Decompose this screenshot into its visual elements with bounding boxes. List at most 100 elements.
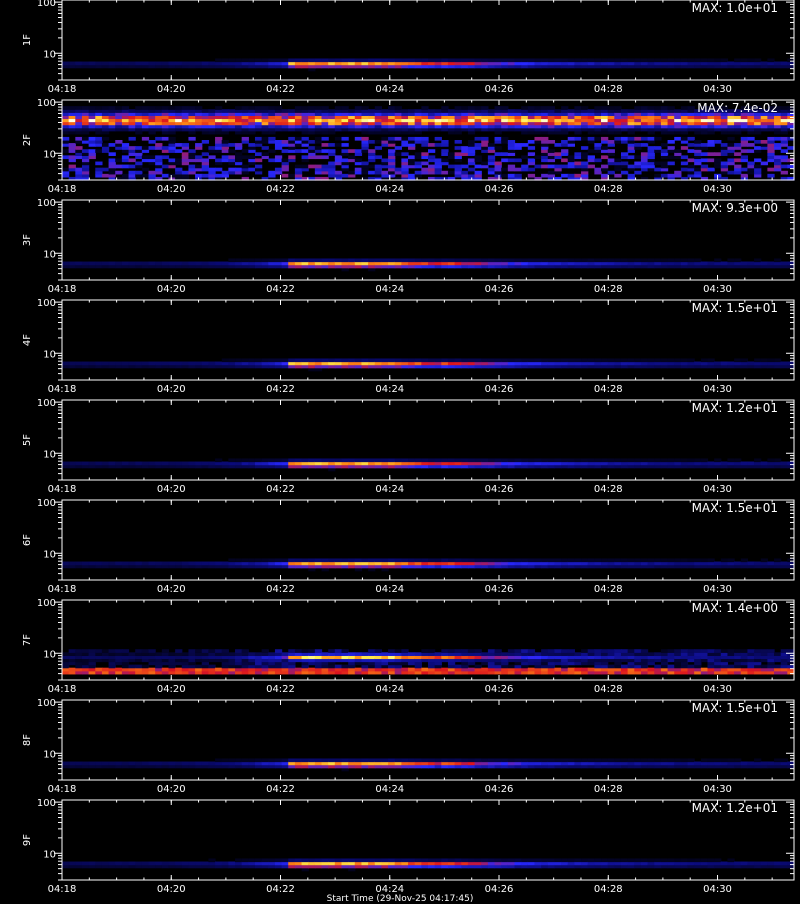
x-axis-label: Start Time (29-Nov-25 04:17:45) [0, 894, 800, 904]
x-tick-label: 04:30 [703, 284, 732, 295]
panel-label: 8F [22, 734, 33, 746]
y-tick-label: 100 [37, 598, 56, 609]
x-tick-label: 04:24 [375, 584, 404, 595]
x-tick-label: 04:26 [485, 384, 514, 395]
panel-label: 6F [22, 534, 33, 546]
x-tick-label: 04:26 [485, 584, 514, 595]
y-tick-label: 10 [43, 49, 56, 60]
x-tick-label: 04:28 [594, 784, 623, 795]
panel-label: 4F [22, 334, 33, 346]
panel-4F: 04:18 04:20 04:22 04:24 04:26 04:28 04:30 10 100… [22, 298, 795, 395]
x-tick-label: 04:18 [48, 84, 77, 95]
y-tick-label: 100 [37, 298, 56, 309]
x-tick-label: 04:22 [266, 184, 295, 195]
y-tick-label: 100 [37, 498, 56, 509]
max-label: MAX: 1.2e+01 [692, 401, 778, 415]
x-tick-label: 04:24 [375, 684, 404, 695]
x-tick-label: 04:28 [594, 484, 623, 495]
x-tick-label: 04:26 [485, 784, 514, 795]
x-tick-label: 04:18 [48, 284, 77, 295]
x-tick-label: 04:28 [594, 84, 623, 95]
max-label: MAX: 1.5e+01 [692, 701, 778, 715]
x-tick-label: 04:28 [594, 584, 623, 595]
x-tick-label: 04:20 [157, 284, 186, 295]
x-tick-label: 04:20 [157, 684, 186, 695]
x-tick-label: 04:18 [48, 384, 77, 395]
x-tick-label: 04:28 [594, 384, 623, 395]
max-label: MAX: 1.5e+01 [692, 301, 778, 315]
x-tick-label: 04:30 [703, 184, 732, 195]
x-tick-label: 04:28 [594, 184, 623, 195]
y-tick-label: 10 [43, 549, 56, 560]
x-tick-label: 04:22 [266, 584, 295, 595]
y-tick-label: 100 [37, 798, 56, 809]
x-tick-label: 04:30 [703, 684, 732, 695]
panel-label: 7F [22, 634, 33, 646]
max-label: MAX: 7.4e-02 [697, 101, 778, 115]
x-tick-label: 04:22 [266, 784, 295, 795]
panel-label: 9F [22, 834, 33, 846]
x-tick-label: 04:26 [485, 184, 514, 195]
x-tick-label: 04:30 [703, 784, 732, 795]
y-tick-label: 10 [43, 749, 56, 760]
x-tick-label: 04:18 [48, 184, 77, 195]
panel-label: 1F [22, 34, 33, 46]
x-tick-label: 04:20 [157, 484, 186, 495]
x-tick-label: 04:20 [157, 184, 186, 195]
y-tick-label: 10 [43, 149, 56, 160]
x-tick-label: 04:18 [48, 784, 77, 795]
x-tick-label: 04:24 [375, 84, 404, 95]
y-tick-label: 10 [43, 449, 56, 460]
x-tick-label: 04:30 [703, 384, 732, 395]
x-tick-label: 04:30 [703, 484, 732, 495]
panel-1F: 04:18 04:20 04:22 04:24 04:26 04:28 04:30 10 100… [22, 0, 795, 95]
x-tick-label: 04:22 [266, 384, 295, 395]
x-tick-label: 04:26 [485, 484, 514, 495]
max-label: MAX: 9.3e+00 [692, 201, 778, 215]
x-tick-label: 04:24 [375, 284, 404, 295]
x-tick-label: 04:22 [266, 484, 295, 495]
max-label: MAX: 1.4e+00 [692, 601, 778, 615]
x-tick-label: 04:18 [48, 584, 77, 595]
x-tick-label: 04:20 [157, 784, 186, 795]
panel-label: 3F [22, 234, 33, 246]
x-tick-label: 04:26 [485, 684, 514, 695]
y-tick-label: 100 [37, 0, 56, 9]
max-label: MAX: 1.2e+01 [692, 801, 778, 815]
x-tick-label: 04:22 [266, 284, 295, 295]
y-tick-label: 10 [43, 249, 56, 260]
x-tick-label: 04:20 [157, 384, 186, 395]
max-label: MAX: 1.5e+01 [692, 501, 778, 515]
x-tick-label: 04:18 [48, 684, 77, 695]
panel-label: 5F [22, 434, 33, 446]
y-tick-label: 100 [37, 98, 56, 109]
x-tick-label: 04:18 [48, 484, 77, 495]
y-tick-label: 100 [37, 198, 56, 209]
panel-label: 2F [22, 134, 33, 146]
x-tick-label: 04:20 [157, 584, 186, 595]
x-tick-label: 04:22 [266, 684, 295, 695]
x-tick-label: 04:24 [375, 784, 404, 795]
y-tick-label: 10 [43, 849, 56, 860]
max-label: MAX: 1.0e+01 [692, 1, 778, 15]
x-tick-label: 04:30 [703, 84, 732, 95]
y-tick-label: 100 [37, 698, 56, 709]
x-tick-label: 04:28 [594, 284, 623, 295]
panel-8F: 04:18 04:20 04:22 04:24 04:26 04:28 04:30 10 100… [22, 698, 795, 795]
panel-7F: 04:18 04:20 04:22 04:24 04:26 04:28 04:30 10 100… [22, 598, 795, 695]
x-tick-label: 04:24 [375, 384, 404, 395]
panel-6F: 04:18 04:20 04:22 04:24 04:26 04:28 04:30 10 100… [22, 498, 795, 595]
y-tick-label: 10 [43, 649, 56, 660]
x-tick-label: 04:28 [594, 684, 623, 695]
x-tick-label: 04:20 [157, 84, 186, 95]
x-tick-label: 04:26 [485, 84, 514, 95]
x-tick-label: 04:24 [375, 484, 404, 495]
x-tick-label: 04:30 [703, 584, 732, 595]
x-tick-label: 04:22 [266, 84, 295, 95]
y-tick-label: 10 [43, 349, 56, 360]
